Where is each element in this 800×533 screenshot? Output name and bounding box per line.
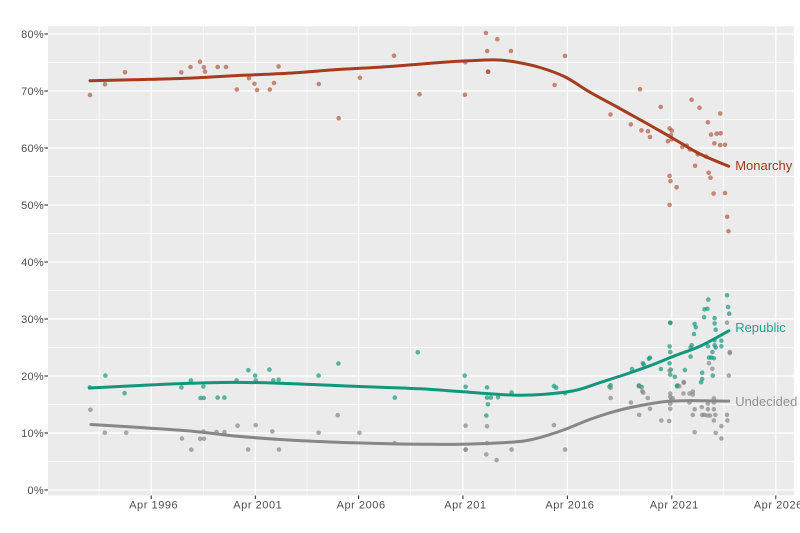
svg-text:Apr 2016: Apr 2016 — [545, 500, 594, 512]
svg-text:30%: 30% — [21, 314, 44, 326]
svg-text:Apr 2021: Apr 2021 — [650, 500, 699, 512]
svg-text:10%: 10% — [21, 428, 44, 440]
svg-text:Apr 2001: Apr 2001 — [233, 500, 282, 512]
svg-text:Monarchy: Monarchy — [735, 158, 793, 173]
svg-text:70%: 70% — [21, 86, 44, 98]
svg-text:Apr 201: Apr 201 — [444, 500, 486, 512]
svg-text:80%: 80% — [21, 29, 44, 41]
svg-text:Apr 2006: Apr 2006 — [337, 500, 386, 512]
svg-text:40%: 40% — [21, 257, 44, 269]
svg-text:Apr 2026: Apr 2026 — [754, 500, 800, 512]
svg-text:Undecided: Undecided — [735, 394, 797, 409]
svg-text:60%: 60% — [21, 143, 44, 155]
svg-text:50%: 50% — [21, 200, 44, 212]
svg-text:0%: 0% — [28, 485, 45, 497]
svg-text:20%: 20% — [21, 371, 44, 383]
svg-text:Apr 1996: Apr 1996 — [129, 500, 178, 512]
svg-text:Republic: Republic — [735, 320, 786, 335]
